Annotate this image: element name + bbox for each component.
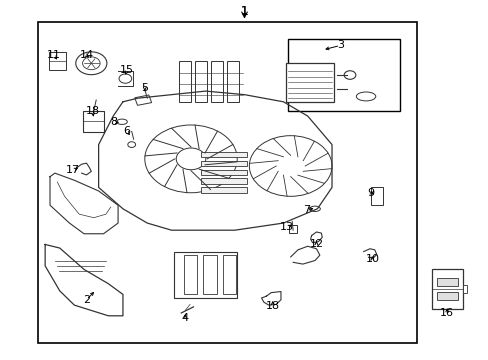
- Text: 17: 17: [66, 165, 80, 175]
- Text: 5: 5: [141, 82, 148, 93]
- Bar: [179, 61, 190, 102]
- Text: 18: 18: [265, 301, 279, 311]
- Bar: [210, 61, 222, 102]
- Bar: [288, 225, 296, 233]
- Bar: [287, 39, 399, 111]
- Ellipse shape: [356, 92, 375, 101]
- Bar: [174, 252, 237, 298]
- Bar: [201, 152, 246, 157]
- Text: 18: 18: [85, 106, 100, 116]
- Bar: [135, 95, 151, 105]
- Bar: [201, 179, 246, 184]
- Bar: [222, 255, 236, 294]
- Bar: [421, 244, 477, 328]
- Bar: [285, 63, 334, 102]
- Ellipse shape: [116, 119, 127, 125]
- Text: 14: 14: [79, 50, 93, 60]
- Bar: [83, 111, 104, 132]
- Bar: [431, 269, 462, 309]
- Text: 1: 1: [240, 5, 248, 18]
- Text: 7: 7: [303, 204, 310, 215]
- Bar: [48, 52, 66, 70]
- Bar: [436, 278, 457, 286]
- Bar: [201, 161, 246, 166]
- Bar: [201, 188, 246, 193]
- Text: 10: 10: [365, 255, 379, 265]
- Text: 6: 6: [123, 126, 130, 136]
- Bar: [436, 292, 457, 301]
- Text: 12: 12: [309, 239, 323, 249]
- Bar: [195, 61, 206, 102]
- Bar: [226, 61, 238, 102]
- Text: 4: 4: [181, 313, 188, 323]
- Bar: [203, 255, 216, 294]
- Bar: [370, 188, 382, 205]
- Text: 13: 13: [280, 222, 294, 232]
- Text: 16: 16: [439, 308, 453, 318]
- Text: 15: 15: [120, 66, 134, 75]
- Text: 1: 1: [241, 6, 247, 16]
- Text: 8: 8: [110, 117, 118, 127]
- Text: 9: 9: [366, 188, 374, 198]
- Bar: [201, 170, 246, 175]
- Text: 11: 11: [47, 50, 61, 60]
- Ellipse shape: [309, 206, 320, 211]
- Bar: [183, 255, 197, 294]
- Bar: [462, 285, 466, 293]
- Text: 3: 3: [336, 40, 343, 50]
- Bar: [38, 22, 416, 343]
- Text: 2: 2: [83, 295, 90, 305]
